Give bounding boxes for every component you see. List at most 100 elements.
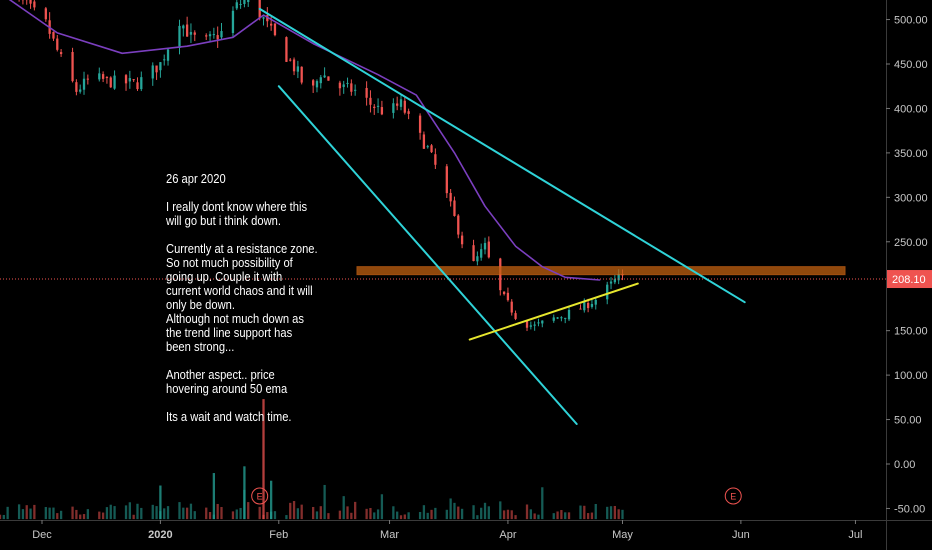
candle-body xyxy=(75,82,78,92)
note-date: 26 apr 2020 xyxy=(166,171,226,186)
candle-body xyxy=(529,325,532,327)
candle-body xyxy=(52,31,55,39)
candle-body xyxy=(189,32,193,35)
candle-body xyxy=(434,154,437,165)
candle-body xyxy=(56,38,59,50)
candle-body xyxy=(376,105,380,107)
candle-body xyxy=(105,77,109,79)
price-tick-label: 500.00 xyxy=(894,15,928,27)
volume-bar xyxy=(338,510,342,520)
candle-body xyxy=(369,97,372,105)
note-line: only be down. xyxy=(166,297,236,312)
volume-bar xyxy=(346,506,349,520)
candle-body xyxy=(262,17,265,19)
candle-body xyxy=(216,35,219,40)
volume-bar xyxy=(396,511,399,520)
candle-body xyxy=(239,4,242,6)
volume-bar xyxy=(29,508,32,520)
volume-bar xyxy=(434,507,437,520)
candle-body xyxy=(399,99,403,107)
upper-trendline xyxy=(258,7,746,304)
volume-bar xyxy=(369,507,372,520)
candle-body xyxy=(113,75,116,89)
last-price-label: 208.10 xyxy=(892,274,926,286)
time-tick-label: Apr xyxy=(499,529,516,541)
volume-bar xyxy=(567,512,571,520)
candle-body xyxy=(525,320,529,328)
candle-body xyxy=(579,308,582,310)
candle-body xyxy=(151,65,154,79)
volume-bar xyxy=(273,511,277,520)
earnings-marker-icon xyxy=(251,487,269,505)
earnings-marker-icon xyxy=(724,487,742,505)
candle-body xyxy=(82,78,86,90)
volume-bar xyxy=(586,513,590,520)
volume-bar xyxy=(247,502,250,520)
candle-body xyxy=(350,83,353,92)
candle-body xyxy=(79,89,82,92)
candle-body xyxy=(327,76,330,81)
price-tick-label: 300.00 xyxy=(894,192,928,204)
volume-bar xyxy=(418,511,422,520)
candle-body xyxy=(445,166,448,194)
volume-bar xyxy=(208,512,212,520)
candle-body xyxy=(338,82,342,89)
volume-bar xyxy=(231,511,235,520)
price-tick-label: 100.00 xyxy=(894,370,928,382)
candle-body xyxy=(163,59,166,61)
volume-bar xyxy=(445,509,448,520)
volume-bar xyxy=(33,504,36,520)
candle-body xyxy=(457,215,460,235)
price-tick-label: 250.00 xyxy=(894,237,928,249)
support-line xyxy=(468,282,639,341)
volume-bar xyxy=(606,506,609,520)
volume-bar xyxy=(266,512,269,520)
candle-body xyxy=(124,75,128,84)
volume-bar xyxy=(101,512,105,520)
candle-body xyxy=(101,74,105,79)
price-tick-label: 50.00 xyxy=(894,415,922,427)
volume-bar xyxy=(2,514,5,520)
volume-bar xyxy=(128,502,131,520)
volume-bar xyxy=(216,503,219,520)
candle-body xyxy=(502,291,506,295)
candle-body xyxy=(396,103,399,106)
volume-bar xyxy=(109,504,112,520)
note-line: So not much possibility of xyxy=(166,255,293,270)
volume-bar xyxy=(373,512,376,520)
note-line: current world chaos and it will xyxy=(166,283,313,298)
volume-bar xyxy=(182,507,185,520)
volume-bar xyxy=(590,512,594,520)
candle-body xyxy=(243,0,246,4)
candle-body xyxy=(606,284,609,300)
candle-body xyxy=(289,59,292,61)
candle-body xyxy=(166,49,170,61)
candle-body xyxy=(480,249,483,258)
candle-body xyxy=(506,292,510,301)
volume-bar xyxy=(403,514,406,520)
time-tick-label: Jun xyxy=(732,529,750,541)
candle-body xyxy=(71,51,74,82)
volume-bar xyxy=(163,508,166,520)
candle-body xyxy=(354,89,357,91)
candle-body xyxy=(109,77,112,88)
candle-body xyxy=(312,80,315,86)
last-price-badge xyxy=(887,270,932,289)
candle-body xyxy=(247,0,250,3)
note-line: been strong... xyxy=(166,339,235,354)
volume-bar xyxy=(327,513,330,520)
volume-bar xyxy=(59,510,63,520)
volume-bar xyxy=(151,504,154,520)
volume-bar xyxy=(205,507,208,520)
candle-body xyxy=(537,322,540,324)
candle-body xyxy=(182,25,185,29)
annotation-note[interactable]: 26 apr 2020 I really dont know where thi… xyxy=(166,172,338,438)
price-tick-label: 150.00 xyxy=(894,326,928,338)
volume-bar xyxy=(296,508,300,520)
volume-bar xyxy=(342,496,345,520)
volume-bar xyxy=(552,513,555,520)
volume-bar xyxy=(617,509,620,520)
candle-body xyxy=(552,317,555,321)
